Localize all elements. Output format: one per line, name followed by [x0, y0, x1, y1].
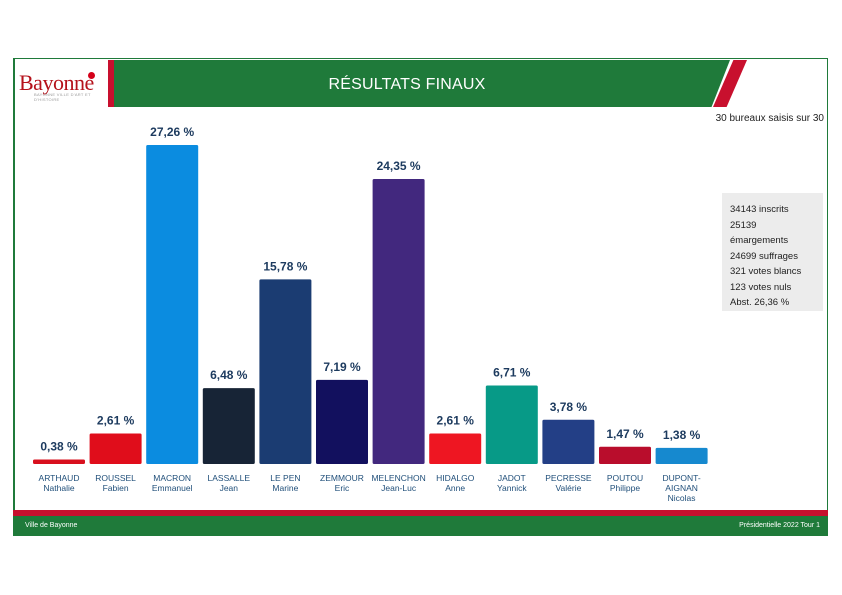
- stat-emargements-label: émargements: [730, 235, 789, 246]
- category-label: Jean-Luc: [381, 483, 417, 493]
- footer-red-stripe: [13, 510, 828, 516]
- logo-text: Bayonne: [19, 70, 94, 95]
- category-label: DUPONT-: [662, 473, 700, 483]
- footer-bar: Ville de Bayonne Présidentielle 2022 Tou…: [13, 516, 828, 536]
- category-label: Emmanuel: [152, 483, 193, 493]
- stat-emargements-value: 25139: [730, 219, 757, 231]
- category-label: Yannick: [497, 483, 527, 493]
- data-label: 24,35 %: [377, 159, 421, 173]
- category-label: Jean: [220, 483, 239, 493]
- category-label: MELENCHON: [371, 473, 425, 483]
- data-label: 6,71 %: [493, 365, 531, 379]
- category-label: ROUSSEL: [95, 473, 136, 483]
- bayonne-logo: Bayonne BAYONNE VILLE D'ART ET D'HISTOIR…: [14, 66, 108, 106]
- category-label: POUTOU: [607, 473, 643, 483]
- bar: [202, 388, 255, 464]
- data-label: 1,47 %: [606, 427, 644, 441]
- bar: [146, 145, 199, 464]
- stats-box: 34143 inscrits 25139 émargements 24699 s…: [722, 193, 823, 311]
- category-label: Philippe: [610, 483, 641, 493]
- footer-city: Ville de Bayonne: [25, 522, 78, 529]
- data-label: 2,61 %: [437, 413, 475, 427]
- title-banner: [114, 60, 730, 107]
- bar: [542, 419, 595, 464]
- bar: [485, 385, 538, 464]
- banner-red-accent: [108, 60, 114, 107]
- stat-inscrits: 34143 inscrits: [730, 204, 789, 215]
- bar: [599, 446, 651, 464]
- category-label: Anne: [445, 483, 465, 493]
- bureaux-status: 30 bureaux saisis sur 30: [715, 113, 824, 124]
- category-label: JADOT: [498, 473, 526, 483]
- category-label: HIDALGO: [436, 473, 475, 483]
- data-label: 1,38 %: [663, 428, 701, 442]
- logo-subtext: BAYONNE VILLE D'ART ET D'HISTOIRE: [34, 92, 91, 102]
- stat-blancs: 321 votes blancs: [730, 266, 802, 277]
- data-label: 15,78 %: [263, 259, 307, 273]
- category-label: ZEMMOUR: [320, 473, 364, 483]
- data-label: 2,61 %: [97, 413, 135, 427]
- page-title: RÉSULTATS FINAUX: [328, 76, 486, 93]
- stat-suffrages: 24699 suffrages: [730, 250, 798, 262]
- category-label: Eric: [335, 483, 350, 493]
- footer-election: Présidentielle 2022 Tour 1: [739, 522, 820, 529]
- bar: [655, 447, 708, 464]
- bar: [259, 279, 312, 464]
- category-label: Fabien: [103, 483, 129, 493]
- data-label: 6,48 %: [210, 368, 248, 382]
- category-label: Marine: [272, 483, 298, 493]
- category-label: ARTHAUD: [39, 473, 80, 483]
- category-label: MACRON: [153, 473, 191, 483]
- data-label: 7,19 %: [323, 360, 361, 374]
- data-label: 0,38 %: [40, 440, 78, 454]
- bar: [89, 433, 142, 464]
- bar: [33, 459, 85, 464]
- category-label: Valérie: [555, 483, 581, 493]
- category-label: AIGNAN: [665, 483, 698, 493]
- stat-abstention: Abst. 26,36 %: [730, 297, 790, 308]
- logo-dot-icon: [88, 72, 95, 79]
- category-label: LASSALLE: [208, 473, 251, 483]
- bar: [372, 179, 425, 464]
- data-label: 3,78 %: [550, 400, 588, 414]
- bar: [316, 379, 368, 464]
- category-label: Nicolas: [668, 493, 696, 503]
- category-label: LE PEN: [270, 473, 300, 483]
- stat-nuls: 123 votes nuls: [730, 281, 792, 293]
- category-label: Nathalie: [43, 483, 74, 493]
- data-label: 27,26 %: [150, 125, 194, 139]
- bar: [429, 433, 482, 464]
- category-label: PECRESSE: [545, 473, 592, 483]
